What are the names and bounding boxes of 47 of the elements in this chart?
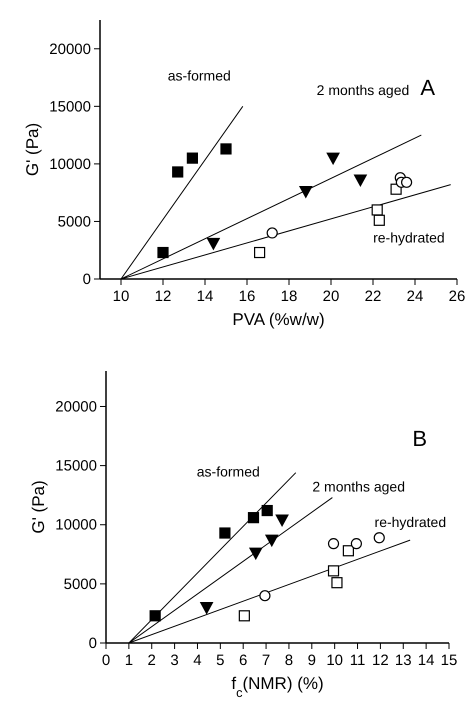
text: 2 months aged [316,82,410,98]
x-tick-label: 16 [238,288,256,305]
y-tick-label: 15000 [55,458,97,475]
x-tick-label: 10 [326,652,344,669]
x-tick-label: 6 [239,652,248,669]
y-tick-label: 5000 [58,213,91,230]
y-tick-label: 0 [82,271,91,288]
x-tick-label: 4 [193,652,202,669]
x-tick-label: 12 [154,288,172,305]
x-axis-title: f$_{c}$(NMR) (%) [231,674,324,700]
x-tick-label: 7 [262,652,270,669]
series-label: as-formed [168,67,231,84]
x-tick-label: 3 [170,652,179,669]
series-label: as-formed [196,464,260,480]
x-tick-label: 13 [394,652,412,669]
y-tick-label: 10000 [49,156,91,173]
x-tick-label: 8 [284,652,294,669]
x-tick-label: 15 [440,652,458,669]
x-tick-label: 9 [308,652,316,669]
x-axis-title: PVA (%w/w) [232,310,325,329]
x-tick-label: 14 [418,652,434,669]
x-tick-label: 0 [102,652,110,669]
y-tick-label: 20000 [49,40,91,58]
y-axis-title: G' (Pa) [29,480,48,534]
annotation: A [420,75,436,100]
x-tick-label: 12 [372,652,389,669]
x-tick-label: 20 [322,288,340,305]
y-tick-label: 5000 [64,576,97,593]
x-tick-label: 5 [216,652,225,669]
y-tick-label: 0 [88,635,97,652]
y-tick-label: 10000 [55,516,97,534]
x-tick-label: 24 [406,288,424,305]
x-tick-label: 22 [364,288,382,305]
x-tick-label: 26 [448,288,466,305]
y-tick-label: 15000 [49,98,91,116]
series-label: re-hydrated [373,230,445,246]
y-tick-label: 20000 [55,398,97,416]
y-axis-title: G' (Pa) [23,122,42,176]
x-tick-label: 1 [124,652,134,669]
series-label: re-hydrated [374,514,446,530]
annotation: B [412,426,427,451]
x-tick-label: 11 [350,652,366,669]
series-label: 2 months aged [312,478,406,495]
x-tick-label: 18 [280,288,298,305]
x-tick-label: 14 [196,288,214,305]
x-tick-label: 10 [112,288,130,305]
x-tick-label: 2 [148,652,156,669]
